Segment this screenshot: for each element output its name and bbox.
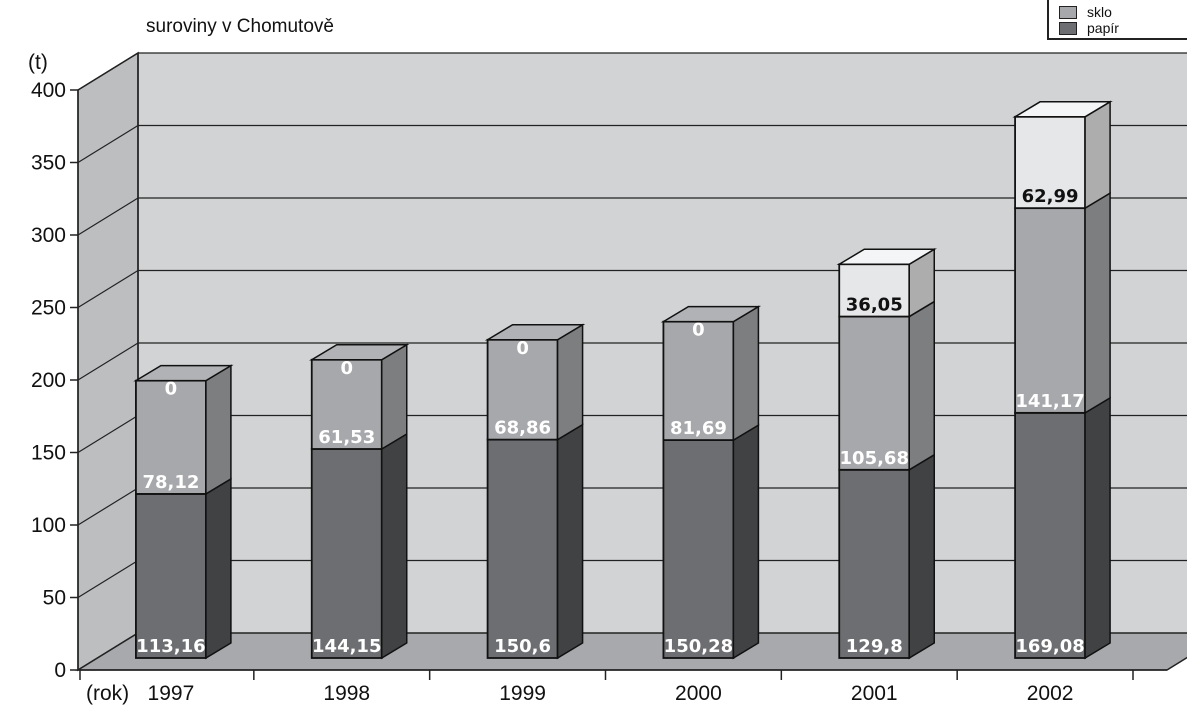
y-tick-label: 150 xyxy=(31,442,66,465)
bar-sklo-front xyxy=(135,379,207,495)
y-tick-label: 100 xyxy=(31,514,66,537)
data-label: 150,6 xyxy=(494,636,551,657)
gridline-side xyxy=(77,559,139,599)
x-tick-label: 1997 xyxy=(148,682,195,705)
legend-item-papir: papír xyxy=(1059,20,1119,36)
data-label: 141,17 xyxy=(1015,391,1084,412)
x-tick-label: 2000 xyxy=(675,682,722,705)
data-label: 68,86 xyxy=(494,418,551,439)
legend: sklo papír xyxy=(1047,0,1187,40)
bar-papir-front xyxy=(838,468,911,659)
x-tick-label: 1999 xyxy=(499,682,546,705)
bar-top xyxy=(484,324,586,341)
data-label: 0 xyxy=(340,358,353,379)
y-tick-label: 300 xyxy=(31,224,66,247)
bar-side xyxy=(908,453,935,660)
bar-side xyxy=(205,477,232,660)
x-tick-label: 1998 xyxy=(323,682,370,705)
bar-sklo-front xyxy=(838,315,911,471)
bar-top xyxy=(1012,101,1113,118)
x-tick-label: 2002 xyxy=(1027,682,1074,705)
bar-papir-front xyxy=(310,448,383,659)
legend-label-sklo: sklo xyxy=(1087,4,1112,20)
data-label: 0 xyxy=(165,379,178,400)
y-tick-label: 350 xyxy=(31,152,66,175)
gridline-side xyxy=(77,52,139,91)
gridline-side xyxy=(77,269,139,309)
gridline-side xyxy=(77,414,139,454)
data-label: 105,68 xyxy=(840,448,909,469)
y-tick-label: 250 xyxy=(31,297,66,320)
data-label: 78,12 xyxy=(142,472,199,493)
data-label: 150,28 xyxy=(664,636,733,657)
bar-side xyxy=(205,364,232,496)
data-label: 81,69 xyxy=(670,418,727,439)
data-label: 0 xyxy=(516,338,529,359)
bar-side xyxy=(381,432,408,660)
y-axis-label: (t) xyxy=(28,51,48,74)
data-label: 113,16 xyxy=(136,636,205,657)
bar-papir-front xyxy=(662,439,735,659)
bar-side xyxy=(556,423,584,660)
bar-top xyxy=(133,364,234,382)
bar-top xyxy=(309,344,410,361)
data-label: 62,99 xyxy=(1022,186,1079,207)
chart-title: suroviny v Chomutově xyxy=(146,16,334,37)
bar-side xyxy=(1084,396,1111,660)
gridline-side xyxy=(77,342,139,381)
data-label: 36,05 xyxy=(846,295,903,316)
legend-label-papir: papír xyxy=(1087,20,1119,36)
legend-swatch-sklo xyxy=(1059,5,1077,19)
legend-swatch-papir xyxy=(1059,21,1077,35)
bar-papir-front xyxy=(486,438,559,659)
data-label: 129,8 xyxy=(846,636,903,657)
bar-side xyxy=(381,343,408,451)
data-label: 169,08 xyxy=(1015,636,1084,657)
bar-papir-front xyxy=(135,493,207,659)
x-axis-label: (rok) xyxy=(86,682,129,705)
gridline-side xyxy=(77,197,139,236)
gridline-side xyxy=(77,124,139,164)
y-tick-label: 200 xyxy=(31,369,66,392)
bar-side xyxy=(1084,191,1111,415)
bar-papir-front xyxy=(1014,411,1086,659)
bar-side xyxy=(732,305,760,442)
bar-side xyxy=(556,323,584,441)
bar-top xyxy=(836,248,937,266)
gridline-side xyxy=(77,487,139,526)
bar-sklo-front xyxy=(1014,207,1086,414)
data-label: 0 xyxy=(692,320,705,341)
y-tick-label: 50 xyxy=(43,587,66,610)
bar-side xyxy=(732,423,760,660)
legend-item-sklo: sklo xyxy=(1059,4,1112,20)
y-tick-label: 0 xyxy=(54,659,66,682)
bar-top xyxy=(660,305,762,323)
bar-side xyxy=(908,300,935,472)
data-label: 144,15 xyxy=(312,636,381,657)
data-label: 61,53 xyxy=(318,427,375,448)
bar-side xyxy=(1084,100,1111,210)
x-tick-label: 2001 xyxy=(851,682,898,705)
y-tick-label: 400 xyxy=(31,79,66,102)
bar-sklo-front xyxy=(662,320,735,441)
bar-sklo-front xyxy=(486,338,559,441)
